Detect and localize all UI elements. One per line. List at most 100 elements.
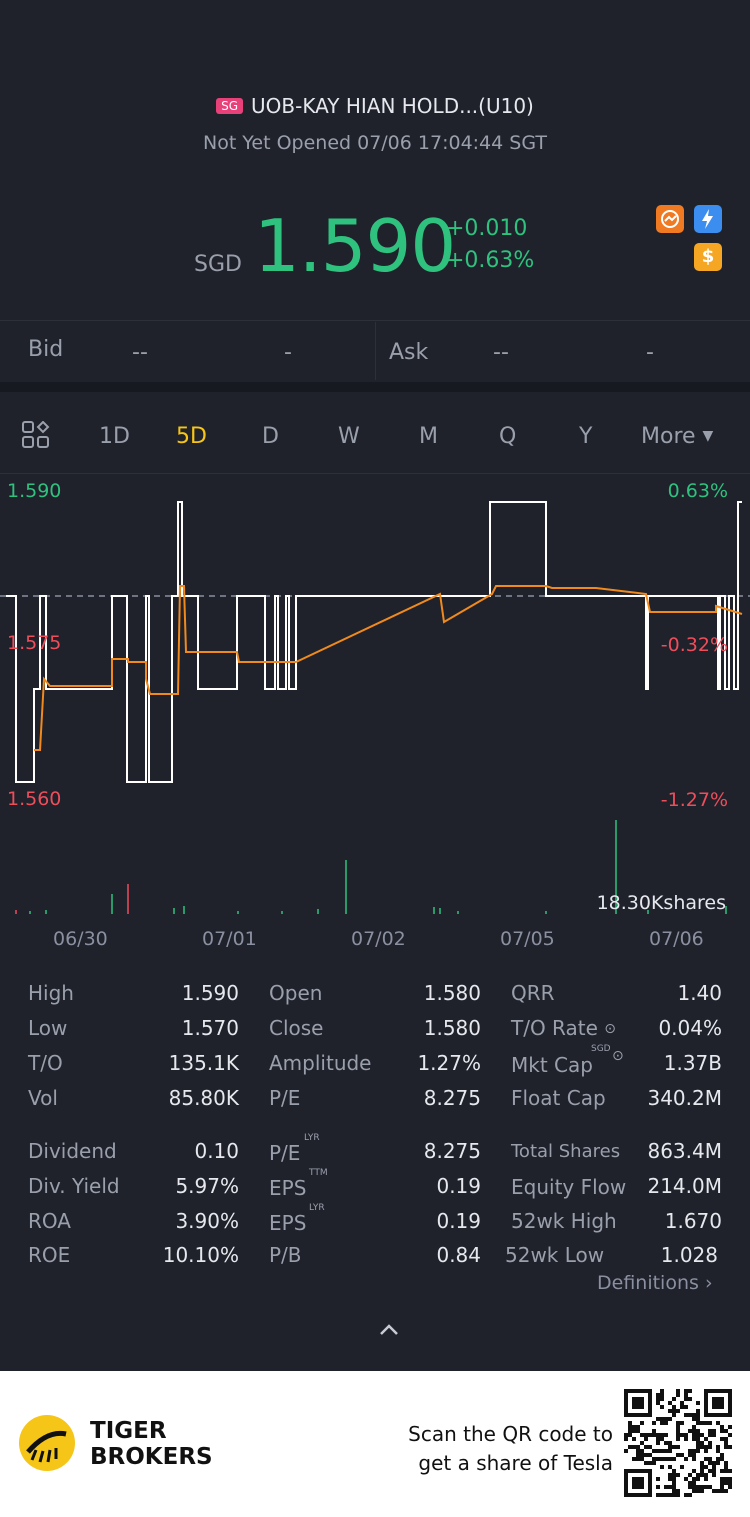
divider	[0, 320, 750, 321]
stat-label[interactable]: T/O Rate ⊙	[511, 1016, 616, 1040]
brand-line-2: BROKERS	[90, 1444, 213, 1470]
stat-value: 1.37B	[663, 1051, 722, 1075]
pct-axis-mid: -0.32%	[660, 634, 728, 656]
stat-value: 1.40	[677, 981, 722, 1005]
caret-down-icon: ▼	[702, 428, 714, 444]
ask-label: Ask	[389, 340, 429, 365]
exchange-badge: SG	[216, 98, 244, 114]
stat-label: P/B	[269, 1243, 302, 1267]
dollar-icon[interactable]: $	[694, 243, 722, 271]
pct-axis-top: 0.63%	[667, 480, 728, 502]
stat-value: 0.19	[436, 1209, 481, 1233]
stat-label: ROA	[28, 1209, 71, 1233]
tab-day[interactable]: D	[262, 424, 279, 449]
market-status: Not Yet Opened 07/06 17:04:44 SGT	[202, 132, 547, 154]
definitions-link[interactable]: Definitions ›	[597, 1272, 713, 1294]
date-label: 07/02	[351, 928, 406, 950]
bid-size: -	[284, 340, 292, 365]
y-axis-top: 1.590	[7, 480, 62, 502]
stat-label: P/E	[269, 1086, 301, 1110]
price-change-pct: +0.63%	[446, 248, 535, 273]
tab-more[interactable]: More ▼	[641, 424, 713, 449]
stat-value: 1.580	[423, 981, 481, 1005]
stock-name: UOB-KAY HIAN HOLD...(U10)	[251, 94, 534, 118]
stat-value: 0.04%	[658, 1016, 722, 1040]
ask-price: --	[493, 340, 509, 365]
price-chart[interactable]	[0, 474, 750, 924]
tab-quarter[interactable]: Q	[499, 424, 517, 449]
stat-label: P/E	[269, 1141, 301, 1165]
tab-5d[interactable]: 5D	[176, 424, 207, 449]
stat-value: 8.275	[423, 1086, 481, 1110]
stat-value: 0.10	[194, 1139, 239, 1163]
quote-header	[0, 0, 750, 320]
chevron-right-icon: ›	[704, 1272, 713, 1294]
info-icon[interactable]: ⊙	[612, 1048, 624, 1064]
lightning-icon[interactable]	[694, 205, 722, 233]
stat-value: 135.1K	[168, 1051, 239, 1075]
stat-label: Div. Yield	[28, 1174, 120, 1198]
date-label: 07/05	[500, 928, 555, 950]
tab-more-label: More	[641, 424, 696, 449]
stat-value: 863.4M	[647, 1139, 722, 1163]
stat-label: Dividend	[28, 1139, 117, 1163]
tab-week[interactable]: W	[338, 424, 360, 449]
tab-1d[interactable]: 1D	[99, 424, 130, 449]
average-line	[34, 585, 743, 751]
stat-label-text: Mkt Cap	[511, 1053, 593, 1077]
volume-label: 18.30Kshares	[596, 892, 726, 914]
y-axis-mid: 1.575	[7, 632, 62, 654]
stat-label: 52wk Low	[505, 1243, 605, 1267]
bid-price: --	[132, 340, 148, 365]
stat-superscript: LYR	[309, 1203, 325, 1213]
stat-label: Float Cap	[511, 1086, 606, 1110]
promo-line-1: Scan the QR code to	[408, 1422, 613, 1446]
qr-code-icon[interactable]	[624, 1389, 732, 1497]
bidask-separator	[375, 322, 376, 380]
stat-value: 1.27%	[417, 1051, 481, 1075]
tab-month[interactable]: M	[419, 424, 438, 449]
section-gap	[0, 382, 750, 392]
stat-label[interactable]: Mkt Cap	[511, 1053, 593, 1077]
last-price: 1.590	[254, 204, 456, 288]
stat-value: 1.580	[423, 1016, 481, 1040]
stat-value: 214.0M	[647, 1174, 722, 1198]
stat-label: EPS	[269, 1176, 307, 1200]
pct-axis-bottom: -1.27%	[660, 789, 728, 811]
stat-label: ROE	[28, 1243, 71, 1267]
y-axis-bottom: 1.560	[7, 788, 62, 810]
promo-text: Scan the QR code to get a share of Tesla	[400, 1420, 613, 1478]
tab-year[interactable]: Y	[579, 424, 593, 449]
stat-label: Amplitude	[269, 1051, 372, 1075]
stat-value: 0.19	[436, 1174, 481, 1198]
stat-label: Total Shares	[511, 1141, 621, 1162]
stat-value: 85.80K	[168, 1086, 239, 1110]
rocket-icon[interactable]	[656, 205, 684, 233]
stat-value: 5.97%	[175, 1174, 239, 1198]
stat-label: Vol	[28, 1086, 58, 1110]
brand-name: TIGER BROKERS	[90, 1418, 213, 1470]
stock-title: SG UOB-KAY HIAN HOLD...(U10)	[0, 94, 750, 118]
date-label: 07/01	[202, 928, 257, 950]
currency-label: SGD	[194, 252, 242, 277]
stat-value: 1.590	[181, 981, 239, 1005]
stat-label: EPS	[269, 1211, 307, 1235]
stat-label: T/O	[28, 1051, 63, 1075]
date-label: 07/06	[649, 928, 704, 950]
grid-layout-icon[interactable]	[22, 420, 50, 453]
collapse-chevron-icon[interactable]	[378, 1322, 400, 1342]
stat-superscript: LYR	[304, 1133, 320, 1143]
info-icon[interactable]: ⊙	[604, 1021, 617, 1037]
stat-label-text: T/O Rate	[511, 1016, 598, 1040]
stat-value: 0.84	[436, 1243, 481, 1267]
promo-line-2: get a share of Tesla	[418, 1451, 613, 1475]
stat-value: 340.2M	[647, 1086, 722, 1110]
stat-label: Open	[269, 981, 323, 1005]
divider	[0, 473, 750, 474]
stat-value: 1.570	[181, 1016, 239, 1040]
stat-value: 1.670	[664, 1209, 722, 1233]
stat-value: 3.90%	[175, 1209, 239, 1233]
stat-label: High	[28, 981, 74, 1005]
definitions-label: Definitions	[597, 1272, 699, 1294]
stat-superscript: TTM	[309, 1168, 328, 1178]
